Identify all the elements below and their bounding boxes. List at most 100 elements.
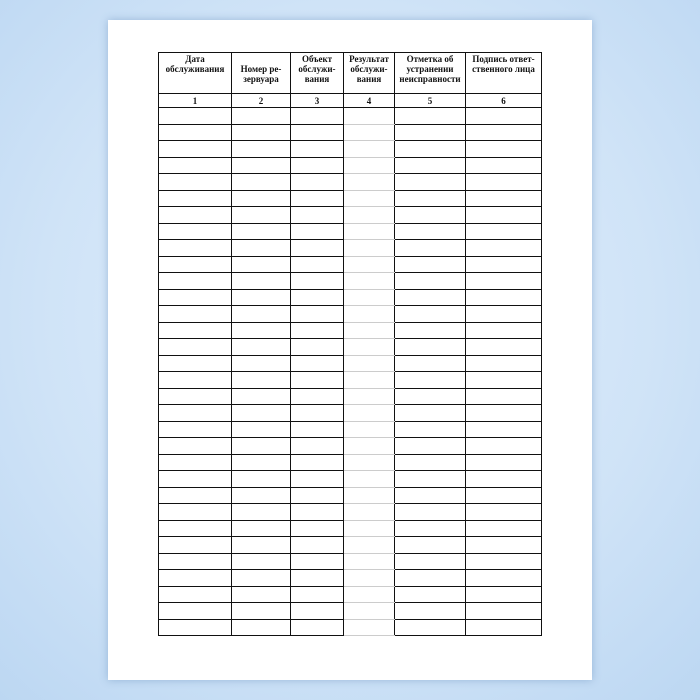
- table-cell: [231, 453, 291, 471]
- table-cell: [394, 156, 466, 174]
- table-row: [158, 552, 542, 570]
- table-cell: [465, 437, 542, 455]
- table-cell: [158, 255, 232, 273]
- table-cell: [290, 222, 344, 240]
- table-cell: [231, 206, 291, 224]
- table-cell: [343, 354, 395, 372]
- table-cell: [394, 272, 466, 290]
- table-cell: [290, 453, 344, 471]
- table-cell: [394, 387, 466, 405]
- table-row: [158, 239, 542, 257]
- table-cell: [394, 173, 466, 191]
- table-cell: [158, 305, 232, 323]
- table-cell: [343, 371, 395, 389]
- table-cell: [231, 305, 291, 323]
- table-cell: [465, 503, 542, 521]
- header-fix-note: Отметка об устранении неисправности: [394, 52, 466, 94]
- table-row: [158, 602, 542, 620]
- table-cell: [158, 420, 232, 438]
- table-cell: [231, 354, 291, 372]
- table-cell: [465, 354, 542, 372]
- table-cell: [231, 239, 291, 257]
- table-cell: [290, 585, 344, 603]
- table-cell: [231, 552, 291, 570]
- table-cell: [290, 569, 344, 587]
- table-cell: [343, 552, 395, 570]
- table-cell: [158, 585, 232, 603]
- column-number: 4: [343, 93, 395, 108]
- table-cell: [394, 222, 466, 240]
- table-row: [158, 503, 542, 521]
- table-row: [158, 206, 542, 224]
- table-row: [158, 123, 542, 141]
- header-object: Объект обслужи-вания: [290, 52, 344, 94]
- table-cell: [290, 239, 344, 257]
- table-cell: [158, 404, 232, 422]
- table-cell: [158, 156, 232, 174]
- table-row: [158, 404, 542, 422]
- table-cell: [343, 123, 395, 141]
- table-cell: [290, 189, 344, 207]
- table-cell: [465, 206, 542, 224]
- table-cell: [465, 305, 542, 323]
- table-cell: [394, 618, 466, 636]
- table-cell: [290, 404, 344, 422]
- table-cell: [394, 354, 466, 372]
- table-cell: [290, 255, 344, 273]
- table-cell: [465, 519, 542, 537]
- table-cell: [158, 552, 232, 570]
- table-cell: [343, 404, 395, 422]
- table-row: [158, 618, 542, 636]
- table-cell: [231, 585, 291, 603]
- table-cell: [343, 420, 395, 438]
- table-cell: [158, 206, 232, 224]
- table-cell: [158, 371, 232, 389]
- table-cell: [231, 536, 291, 554]
- column-number: 5: [394, 93, 466, 108]
- table-cell: [231, 272, 291, 290]
- table-cell: [465, 420, 542, 438]
- column-number: 6: [465, 93, 542, 108]
- table-cell: [231, 321, 291, 339]
- table-cell: [343, 453, 395, 471]
- table-cell: [231, 470, 291, 488]
- table-cell: [343, 437, 395, 455]
- table-cell: [158, 321, 232, 339]
- table-cell: [290, 437, 344, 455]
- table-cell: [158, 387, 232, 405]
- table-cell: [394, 470, 466, 488]
- table-cell: [158, 272, 232, 290]
- table-cell: [290, 321, 344, 339]
- table-cell: [231, 437, 291, 455]
- table-cell: [290, 486, 344, 504]
- table-row: [158, 222, 542, 240]
- table-cell: [343, 602, 395, 620]
- table-cell: [343, 272, 395, 290]
- table-cell: [158, 470, 232, 488]
- table-cell: [343, 321, 395, 339]
- table-cell: [158, 222, 232, 240]
- table-cell: [394, 140, 466, 158]
- column-number: 1: [158, 93, 232, 108]
- table-cell: [231, 503, 291, 521]
- table-cell: [343, 222, 395, 240]
- table-cell: [290, 288, 344, 306]
- table-cell: [394, 552, 466, 570]
- table-cell: [231, 255, 291, 273]
- table-cell: [158, 437, 232, 455]
- table-cell: [290, 272, 344, 290]
- table-row: [158, 140, 542, 158]
- table-cell: [465, 255, 542, 273]
- table-cell: [394, 453, 466, 471]
- table-cell: [343, 387, 395, 405]
- table-cell: [231, 156, 291, 174]
- table-cell: [465, 486, 542, 504]
- table-row: [158, 585, 542, 603]
- table-cell: [158, 486, 232, 504]
- table-cell: [343, 189, 395, 207]
- header-tank-number: Номер ре-зервуара: [231, 52, 291, 94]
- table-cell: [231, 123, 291, 141]
- table-cell: [290, 503, 344, 521]
- table-row: [158, 173, 542, 191]
- table-cell: [158, 503, 232, 521]
